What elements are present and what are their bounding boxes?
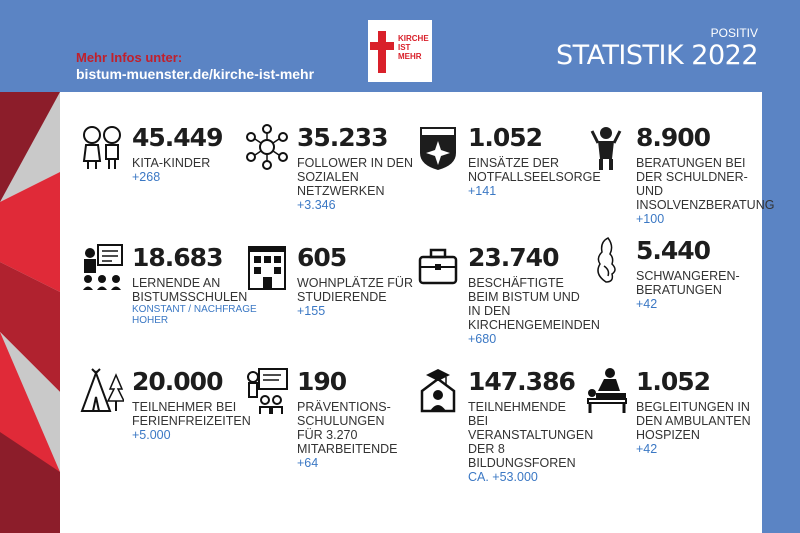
stat-delta: +680 <box>468 332 497 346</box>
stat-number: 23.740 <box>468 243 559 272</box>
stat-number: 20.000 <box>132 367 223 396</box>
stat-delta: +155 <box>297 304 326 318</box>
page-title: STATISTIK 2022 <box>556 40 758 71</box>
stat-label: FOLLOWER IN DEN SOZIALEN NETZWERKEN +3.34… <box>297 156 422 213</box>
kirche-ist-mehr-logo: KIRCHE IST MEHR <box>368 20 432 82</box>
notfallseelsorge-badge-icon <box>420 127 456 170</box>
stat-label: SCHWANGEREN-BERATUNGEN +42 <box>636 269 761 312</box>
building-icon <box>248 246 286 290</box>
hospice-care-icon <box>587 368 627 413</box>
stat-delta: KONSTANT / NACHFRAGE HOHER <box>132 304 257 326</box>
stat-delta: ca. +53.000 <box>468 470 538 484</box>
stat-label: LERNENDE AN BISTUMSSCHULEN KONSTANT / NAC… <box>132 276 257 326</box>
stats-panel <box>0 92 762 533</box>
stat-label: TEILNEHMER BEI FERIENFREIZEITEN +5.000 <box>132 400 251 442</box>
stat-number: 8.900 <box>636 123 711 152</box>
stressed-person-icon <box>590 127 622 170</box>
stat-delta: +5.000 <box>132 428 171 442</box>
stat-delta: +42 <box>636 297 658 311</box>
info-url-link[interactable]: bistum-muenster.de/kirche-ist-mehr <box>76 66 315 82</box>
stat-number: 1.052 <box>636 367 711 396</box>
info-label: Mehr Infos unter: <box>76 50 183 65</box>
social-network-icon <box>246 124 288 170</box>
stat-delta: +3.346 <box>297 198 336 212</box>
stat-delta: +100 <box>636 212 665 226</box>
stat-label: BERATUNGEN BEI DER SCHULDNER- UND INSOLV… <box>636 156 775 226</box>
stat-number: 605 <box>297 243 347 272</box>
stat-label: BESCHÄFTIGTE BEIM BISTUM UND IN DEN KIRC… <box>468 276 600 346</box>
stat-label: BEGLEITUNGEN IN DEN AMBULANTEN HOSPIZEN +… <box>636 400 761 457</box>
stat-number: 35.233 <box>297 123 388 152</box>
children-icon <box>82 126 121 169</box>
graduation-house-icon <box>420 369 456 413</box>
classroom-icon <box>83 244 123 290</box>
stat-label: KITA-KINDER +268 <box>132 156 257 185</box>
stat-label: WOHNPLÄTZE FÜR STUDIERENDE +155 <box>297 276 422 319</box>
stat-label: EINSÄTZE DER NOTFALLSEELSORGE +141 <box>468 156 601 198</box>
stat-number: 45.449 <box>132 123 223 152</box>
briefcase-icon <box>418 248 458 285</box>
stat-number: 147.386 <box>468 367 576 396</box>
stat-label: PRÄVENTIONS-SCHULUNGEN FÜR 3.270 MITARBE… <box>297 400 407 471</box>
stat-delta: +141 <box>468 184 497 198</box>
tent-icon <box>80 368 124 412</box>
stat-delta: +42 <box>636 442 658 456</box>
stat-number: 5.440 <box>636 236 711 265</box>
stat-delta: +268 <box>132 170 161 184</box>
training-icon <box>247 368 288 414</box>
stat-number: 18.683 <box>132 243 223 272</box>
decorative-red-shapes <box>0 92 60 533</box>
stat-label: TEILNEHMENDE BEI VERANSTALTUNGEN DER 8 B… <box>468 400 594 484</box>
stat-delta: +64 <box>297 456 319 470</box>
stat-number: 1.052 <box>468 123 543 152</box>
stat-number: 190 <box>297 367 347 396</box>
header: Mehr Infos unter: bistum-muenster.de/kir… <box>0 0 800 92</box>
positiv-label: POSITIV <box>710 26 758 40</box>
pregnant-woman-icon <box>597 237 616 283</box>
